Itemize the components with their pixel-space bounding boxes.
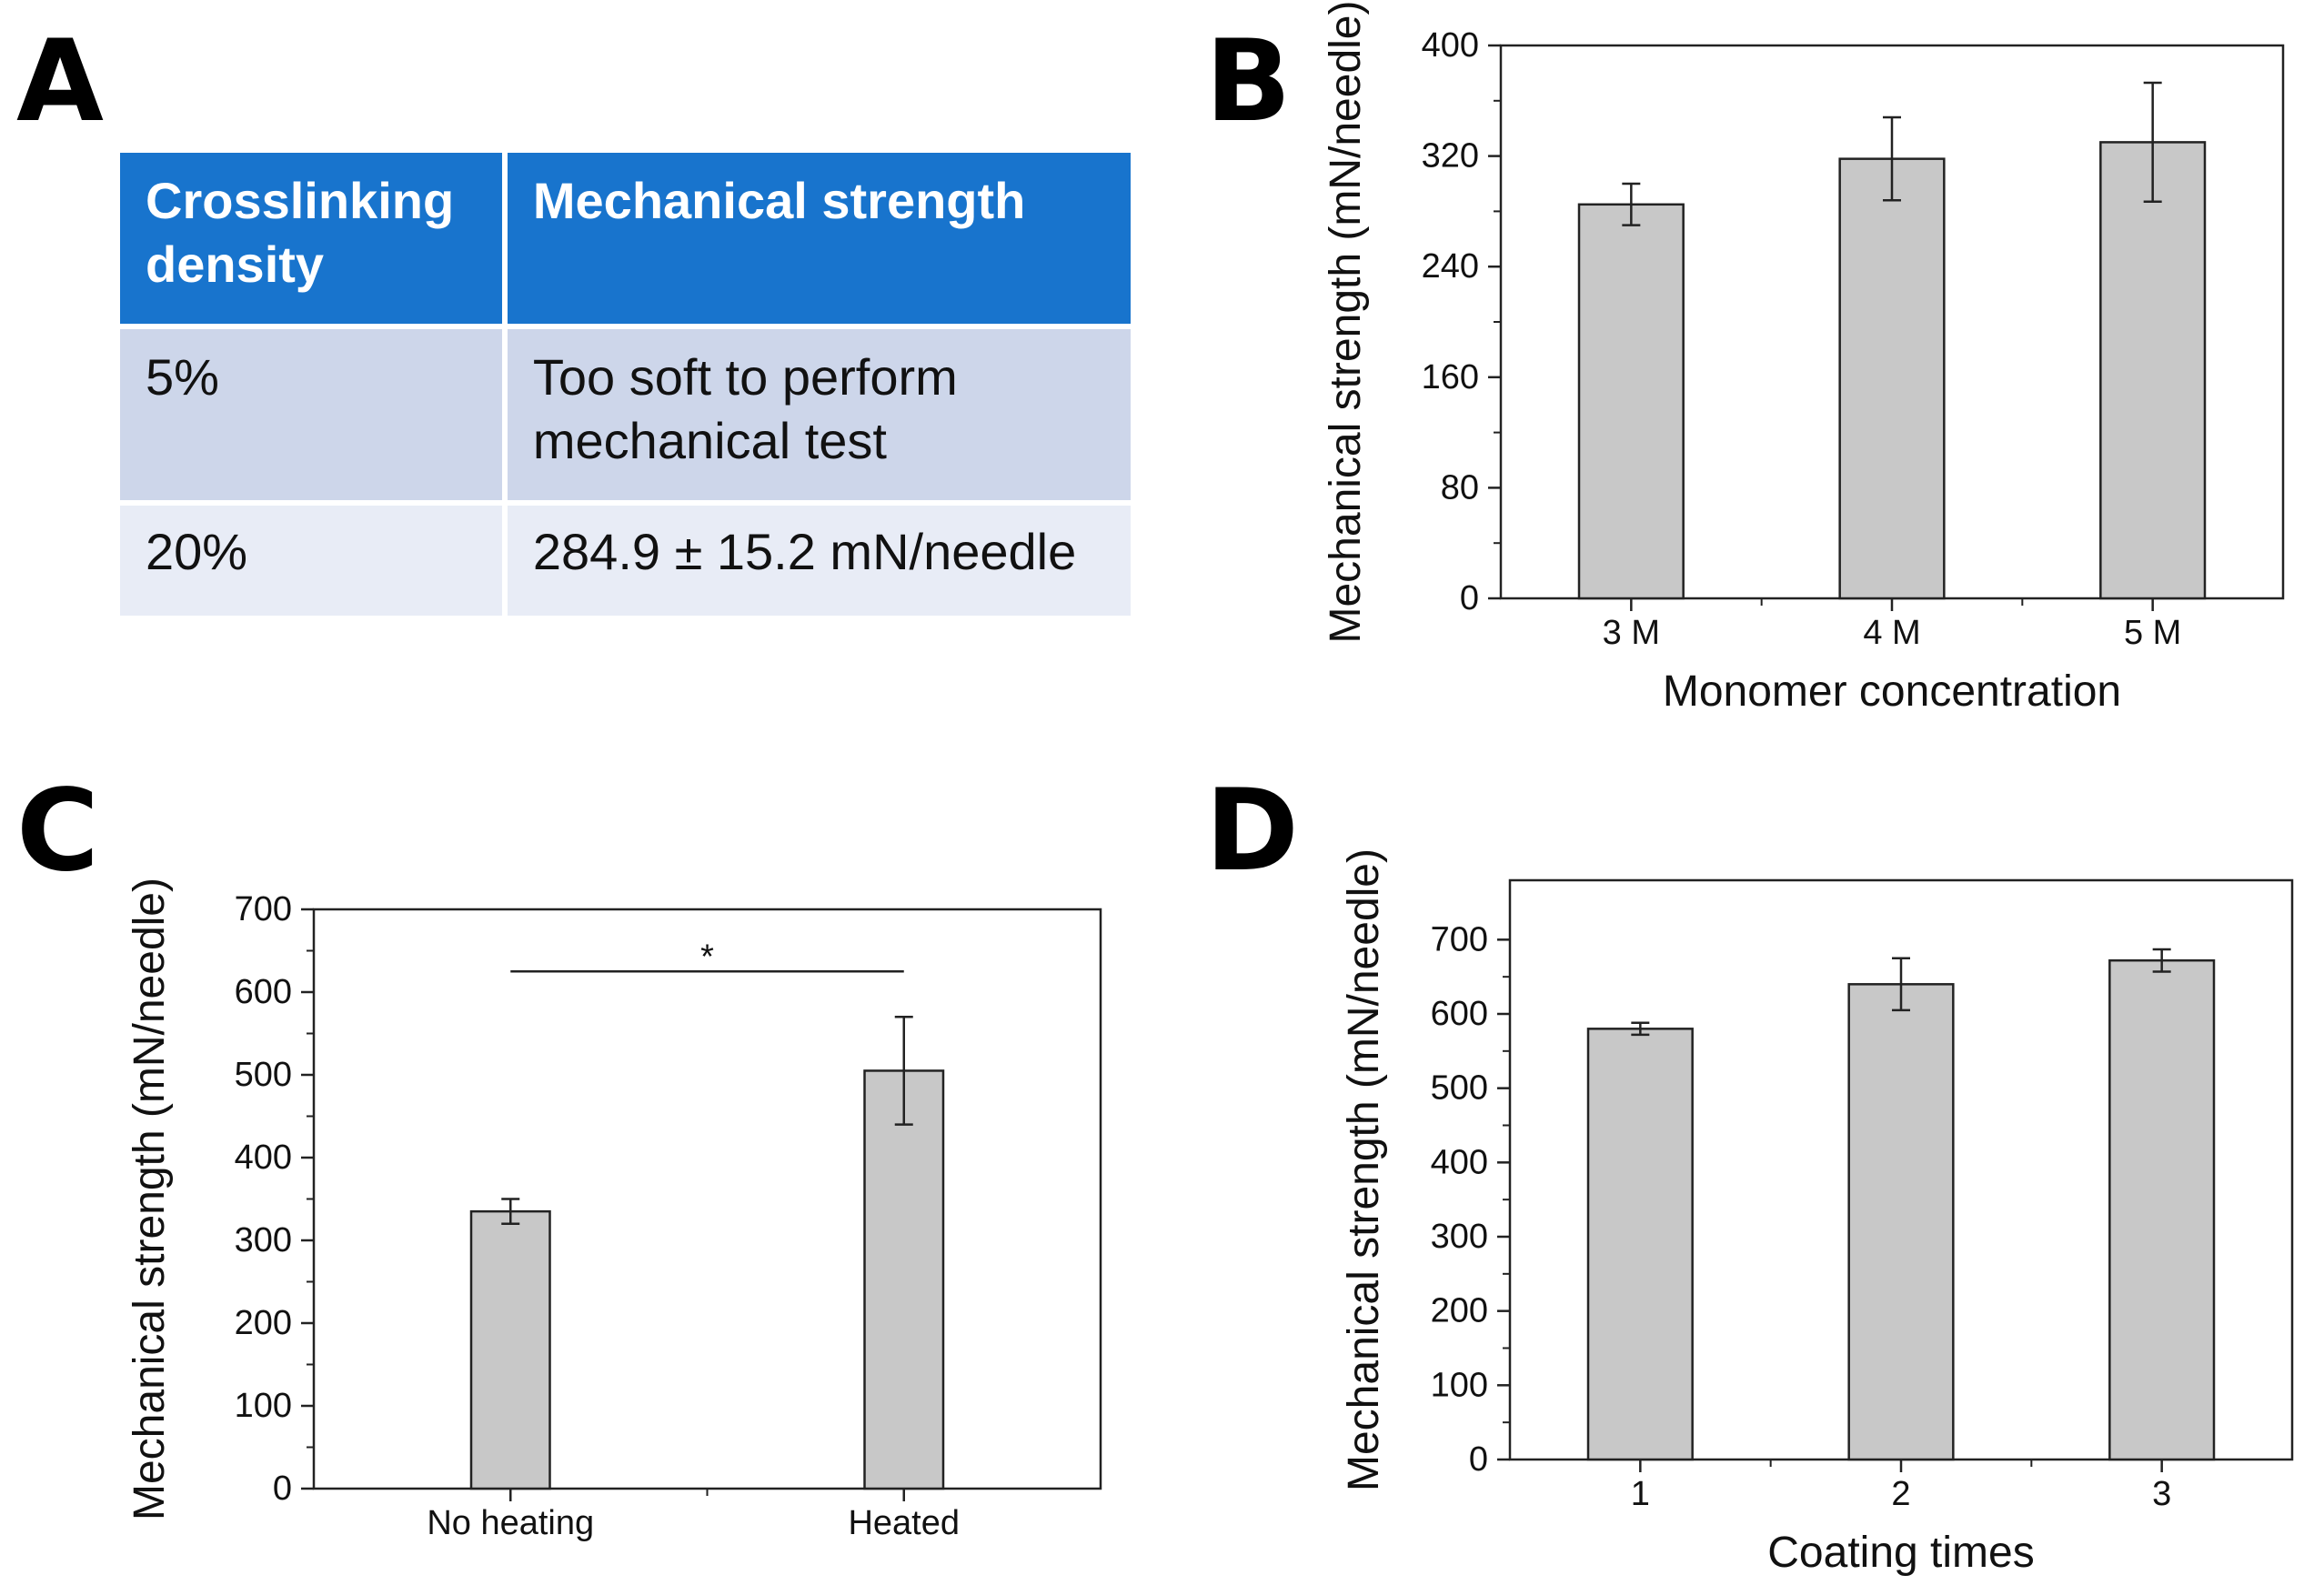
y-tick-label: 0 [1460, 579, 1479, 617]
y-tick-label: 500 [1431, 1069, 1488, 1108]
plot-frame [312, 908, 1102, 1490]
x-tick-label: Heated [848, 1504, 960, 1542]
crosslinking-table: Crosslinking density Mechanical strength… [120, 153, 1142, 627]
chart-d-coating-times: 0 100 200 300 400 500 600 700 1 2 3 Coating times Me… [1340, 848, 2294, 1577]
x-tick-label: 2 [1891, 1475, 1910, 1513]
bar [1577, 203, 1685, 600]
x-axis-title: Monomer concentration [1663, 667, 2121, 716]
cell-strength-line2: mechanical test [532, 412, 887, 469]
panel-label-c: C [16, 766, 100, 897]
y-tick-label: 400 [1422, 26, 1479, 65]
x-tick-label: 1 [1631, 1475, 1650, 1513]
y-tick-label: 0 [273, 1470, 292, 1508]
x-axis-title: Coating times [1767, 1529, 2034, 1577]
y-tick-label: 300 [235, 1221, 292, 1259]
bar [2108, 958, 2216, 1461]
table-header-row: Crosslinking density Mechanical strength [120, 153, 1131, 324]
cell-density-text: 5% [146, 348, 219, 406]
significance-label: * [700, 938, 714, 976]
y-axis-title: Mechanical strength (mN/needle) [126, 878, 174, 1520]
table-row: 20% 284.9 ± 15.2 mN/needle [120, 506, 1131, 616]
bar [469, 1209, 551, 1490]
panel-label-a: A [16, 16, 104, 147]
cell-strength-text: 284.9 ± 15.2 mN/needle [532, 523, 1077, 580]
panel-label-d: D [1205, 766, 1299, 897]
y-tick-label: 80 [1441, 468, 1479, 507]
table-row: 5% Too soft to perform mechanical test [120, 329, 1131, 500]
y-tick-label: 400 [1431, 1143, 1488, 1181]
bar [863, 1069, 945, 1490]
cell-strength: 284.9 ± 15.2 mN/needle [507, 506, 1131, 616]
y-tick-label: 240 [1422, 247, 1479, 286]
y-tick-label: 100 [1431, 1366, 1488, 1404]
cell-density: 5% [120, 329, 502, 500]
y-tick-label: 600 [1431, 995, 1488, 1033]
y-tick-label: 200 [1431, 1292, 1488, 1330]
y-tick-label: 320 [1422, 137, 1479, 176]
y-tick-label: 700 [1431, 920, 1488, 958]
y-axis-title: Mechanical strength (mN/needle) [1340, 848, 1388, 1491]
crosslinking-table-grid: Crosslinking density Mechanical strength… [115, 147, 1136, 621]
y-tick-label: 100 [235, 1387, 292, 1425]
header-crosslinking-density: Crosslinking density [120, 153, 502, 324]
x-tick-label: 4 M [1863, 614, 1920, 652]
bar [1838, 157, 1946, 600]
y-tick-label: 700 [235, 890, 292, 928]
y-tick-label: 300 [1431, 1218, 1488, 1256]
panel-label-b: B [1205, 16, 1292, 147]
cell-strength-line1: Too soft to perform [532, 348, 958, 406]
bar [2099, 141, 2207, 600]
y-tick-label: 200 [235, 1304, 292, 1342]
y-tick-label: 600 [235, 973, 292, 1011]
y-tick-label: 500 [235, 1056, 292, 1094]
y-tick-label: 0 [1469, 1440, 1488, 1479]
x-tick-label: No heating [427, 1504, 594, 1542]
bar [1586, 1028, 1694, 1461]
x-tick-label: 5 M [2124, 614, 2181, 652]
y-tick-label: 160 [1422, 358, 1479, 396]
cell-strength: Too soft to perform mechanical test [507, 329, 1131, 500]
y-axis-title: Mechanical strength (mN/needle) [1322, 1, 1370, 644]
y-tick-label: 400 [235, 1139, 292, 1177]
header-mechanical-strength: Mechanical strength [507, 153, 1131, 324]
cell-density: 20% [120, 506, 502, 616]
chart-c-heating: 0 100 200 300 400 500 600 700 No heating Heated * M… [126, 878, 1102, 1542]
x-tick-label: 3 M [1603, 614, 1660, 652]
bar [1847, 983, 1955, 1461]
x-tick-label: 3 [2152, 1475, 2171, 1513]
cell-density-text: 20% [146, 523, 248, 580]
